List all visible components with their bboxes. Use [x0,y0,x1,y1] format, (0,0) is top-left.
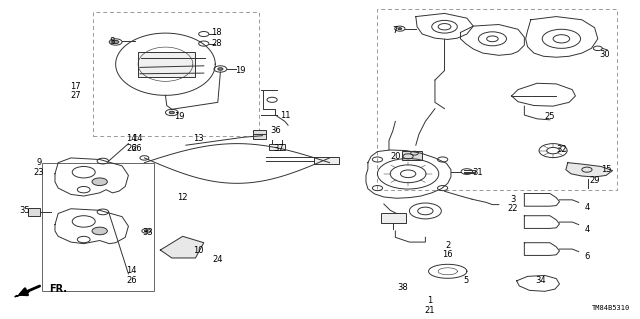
Text: 5: 5 [463,276,468,285]
Text: 14: 14 [132,134,142,143]
Text: 14: 14 [126,134,137,143]
Text: 34: 34 [535,276,546,285]
Text: FR.: FR. [49,284,67,294]
Bar [381,213,406,223]
Text: 28: 28 [211,39,222,48]
Circle shape [113,41,119,44]
Text: 14: 14 [126,266,137,275]
Text: 35: 35 [20,206,30,215]
Text: 22: 22 [508,204,518,213]
Text: 19: 19 [174,112,185,121]
Bar [28,208,40,216]
Circle shape [170,111,174,114]
Bar [269,144,285,150]
Text: 33: 33 [142,228,153,237]
Bar [42,163,154,291]
Text: 15: 15 [601,165,611,174]
Text: 12: 12 [177,193,188,202]
Text: 31: 31 [472,168,483,177]
Bar [138,51,195,77]
Text: 23: 23 [34,168,44,177]
Polygon shape [566,163,612,177]
Text: 37: 37 [273,144,284,153]
Bar [378,9,617,190]
Text: 3: 3 [510,195,516,204]
Text: TM84B5310: TM84B5310 [591,305,630,311]
Text: 21: 21 [424,306,435,315]
Text: 26: 26 [132,144,142,153]
Text: 16: 16 [442,250,453,259]
Text: 6: 6 [584,252,589,261]
Text: 26: 26 [126,144,137,153]
Bar [253,134,266,139]
Text: 24: 24 [212,255,223,264]
Text: 29: 29 [589,176,600,185]
Text: 1: 1 [428,296,433,305]
Text: 25: 25 [545,112,555,121]
Circle shape [92,178,108,186]
Circle shape [92,227,108,235]
Bar [314,157,339,164]
Text: 20: 20 [390,152,401,161]
Bar [253,130,266,134]
Text: 17: 17 [70,82,81,91]
Polygon shape [161,236,204,258]
Text: 18: 18 [211,28,222,37]
Circle shape [218,68,223,70]
Text: 38: 38 [397,283,408,292]
Polygon shape [15,291,29,297]
Text: 32: 32 [556,145,566,154]
Text: 30: 30 [599,50,609,59]
Bar [93,12,259,136]
Text: 8: 8 [110,38,115,47]
Text: 2: 2 [445,241,451,250]
Text: 4: 4 [584,225,589,234]
Text: 11: 11 [280,111,290,120]
Text: 19: 19 [235,66,245,75]
Text: 13: 13 [193,134,204,143]
Text: 10: 10 [193,246,204,255]
Text: 7: 7 [393,26,398,35]
Text: 27: 27 [70,92,81,100]
Text: 26: 26 [126,276,137,285]
Text: 4: 4 [584,203,589,211]
Text: 9: 9 [36,158,42,167]
Circle shape [398,28,402,30]
Text: 36: 36 [270,126,281,135]
Bar [402,151,422,160]
Circle shape [145,230,148,232]
